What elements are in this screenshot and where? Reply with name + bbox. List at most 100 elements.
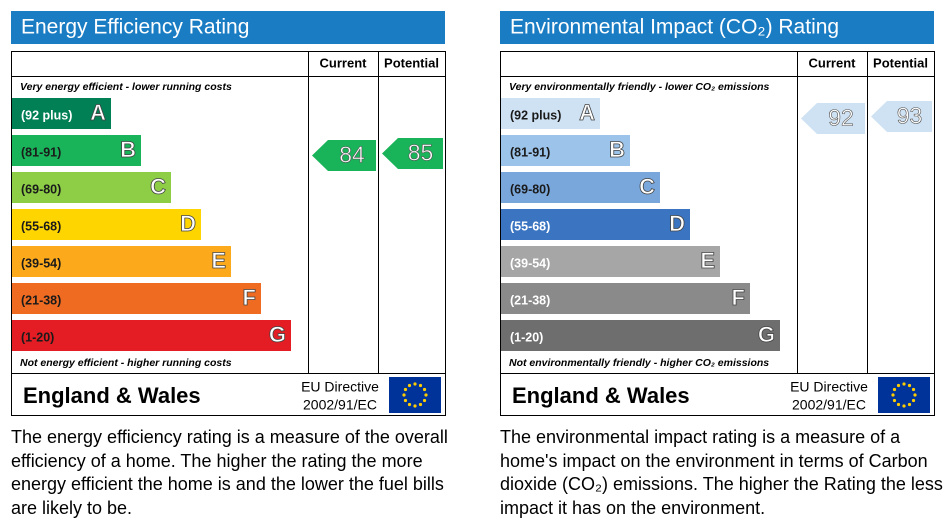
eu-star [892, 387, 897, 392]
band-letter: E [700, 248, 715, 273]
band-letter: F [732, 285, 745, 310]
rating-band [501, 209, 690, 240]
note: Very environmentally friendly - lower CO… [509, 81, 770, 93]
rating-arrow [382, 138, 443, 169]
eu-star [422, 387, 427, 392]
eu-star [902, 404, 906, 408]
rating-arrow [801, 103, 865, 134]
band-range: (21-38) [510, 293, 550, 307]
band-letter: B [120, 137, 136, 162]
rating-band [501, 172, 660, 203]
title-bar [11, 11, 445, 44]
rating-band [12, 320, 291, 351]
eu-star [911, 398, 916, 403]
eu-flag [878, 377, 930, 413]
eu-star [892, 398, 897, 403]
eu-star [907, 383, 912, 388]
band-range: (81-91) [510, 145, 550, 159]
band-letter: C [150, 174, 166, 199]
rating-band [501, 135, 630, 166]
rating-band [501, 283, 750, 314]
rating-arrow [312, 140, 376, 171]
rating-band [12, 283, 261, 314]
column-header: Current [809, 55, 857, 70]
rating-value: 93 [897, 103, 923, 129]
eu-star [424, 393, 428, 397]
band-letter: B [609, 137, 625, 162]
rating-band [12, 172, 171, 203]
eu-star [402, 393, 406, 397]
eu-star [403, 398, 408, 403]
eu-star [403, 387, 408, 392]
rating-band [501, 98, 600, 129]
rating-band [12, 209, 201, 240]
band-range: (92 plus) [21, 108, 72, 122]
eu-star [902, 382, 906, 386]
title-bar [500, 11, 934, 44]
rating-value: 92 [828, 105, 854, 131]
band-range: (21-38) [21, 293, 61, 307]
column-header: Current [320, 55, 368, 70]
band-letter: G [758, 322, 775, 347]
rating-arrow [871, 101, 932, 132]
eu-star [913, 393, 917, 397]
eu-star [907, 402, 912, 407]
band-letter: E [211, 248, 226, 273]
eu-star [418, 402, 423, 407]
eu-flag [389, 377, 441, 413]
band-range: (1-20) [21, 330, 54, 344]
frame [500, 51, 935, 416]
band-letter: A [90, 100, 106, 125]
rating-band [501, 246, 720, 277]
band-letter: C [639, 174, 655, 199]
eu-star [407, 402, 412, 407]
band-letter: D [669, 211, 685, 236]
band-range: (69-80) [21, 182, 61, 196]
eu-star [418, 383, 423, 388]
title: Energy Efficiency Rating [21, 16, 249, 39]
eu-star [896, 402, 901, 407]
eu-star [911, 387, 916, 392]
rating-band [12, 135, 141, 166]
eu-star [896, 383, 901, 388]
band-letter: A [579, 100, 595, 125]
rating-band [12, 246, 231, 277]
rating-value: 85 [408, 140, 434, 166]
directive: EU Directive [301, 379, 379, 395]
eu-star [407, 383, 412, 388]
column-header: Potential [873, 55, 928, 70]
rating-band [12, 98, 111, 129]
directive: 2002/91/EC [303, 397, 377, 413]
description: The environmental impact rating is a mea… [500, 427, 943, 518]
eu-star [891, 393, 895, 397]
band-range: (39-54) [510, 256, 550, 270]
note: Very energy efficient - lower running co… [20, 81, 232, 93]
eu-star [422, 398, 427, 403]
note: Not energy efficient - higher running co… [20, 357, 232, 369]
rating-value: 84 [339, 142, 365, 168]
band-range: (55-68) [21, 219, 61, 233]
eu-star [413, 404, 417, 408]
note: Not environmentally friendly - higher CO… [509, 357, 769, 369]
title: Environmental Impact (CO₂) Rating [510, 16, 839, 39]
rating-band [501, 320, 780, 351]
region: England & Wales [512, 383, 690, 408]
band-range: (69-80) [510, 182, 550, 196]
directive: EU Directive [790, 379, 868, 395]
frame [11, 51, 446, 416]
band-letter: G [269, 322, 286, 347]
region: England & Wales [23, 383, 201, 408]
eu-star [413, 382, 417, 386]
directive: 2002/91/EC [792, 397, 866, 413]
band-range: (55-68) [510, 219, 550, 233]
band-range: (92 plus) [510, 108, 561, 122]
band-range: (39-54) [21, 256, 61, 270]
band-range: (1-20) [510, 330, 543, 344]
band-range: (81-91) [21, 145, 61, 159]
band-letter: F [243, 285, 256, 310]
description: The energy efficiency rating is a measur… [11, 427, 448, 518]
column-header: Potential [384, 55, 439, 70]
band-letter: D [180, 211, 196, 236]
